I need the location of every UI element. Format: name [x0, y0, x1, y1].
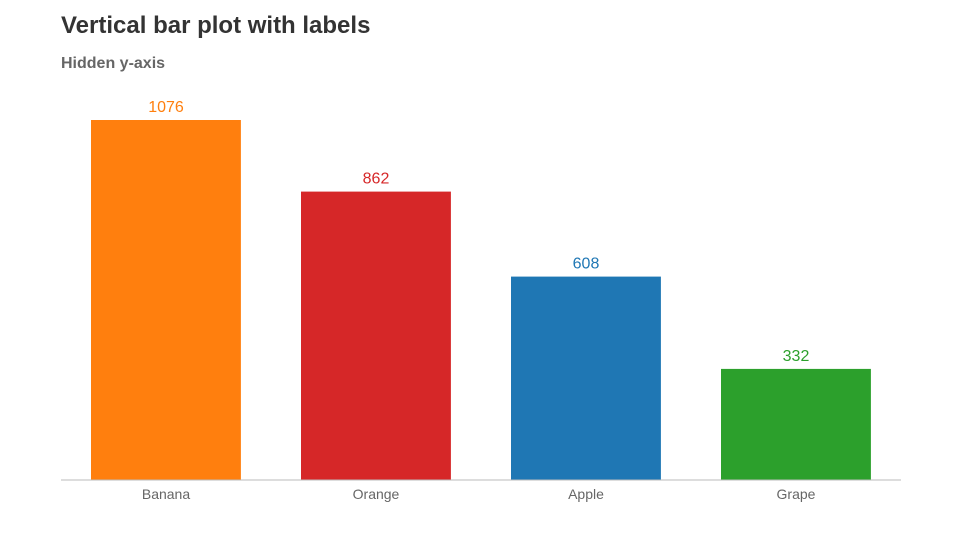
value-label-banana: 1076	[148, 99, 184, 116]
bar-grape	[721, 368, 871, 480]
bar-banana	[91, 120, 241, 480]
bar-orange	[301, 191, 451, 480]
labels-layer: 1076 Banana 862 Orange 608 Apple 332 Grape	[142, 99, 816, 502]
x-tick-label-banana: Banana	[142, 486, 190, 502]
x-tick-label-orange: Orange	[353, 486, 400, 502]
bar-apple	[511, 276, 661, 480]
chart-subtitle: Hidden y-axis	[61, 55, 166, 72]
value-label-apple: 608	[573, 256, 600, 273]
bars-layer	[91, 120, 871, 480]
value-label-grape: 332	[783, 348, 810, 365]
x-tick-label-apple: Apple	[568, 486, 604, 502]
value-label-orange: 862	[363, 171, 390, 188]
chart-title: Vertical bar plot with labels	[61, 12, 371, 39]
x-tick-label-grape: Grape	[777, 486, 816, 502]
